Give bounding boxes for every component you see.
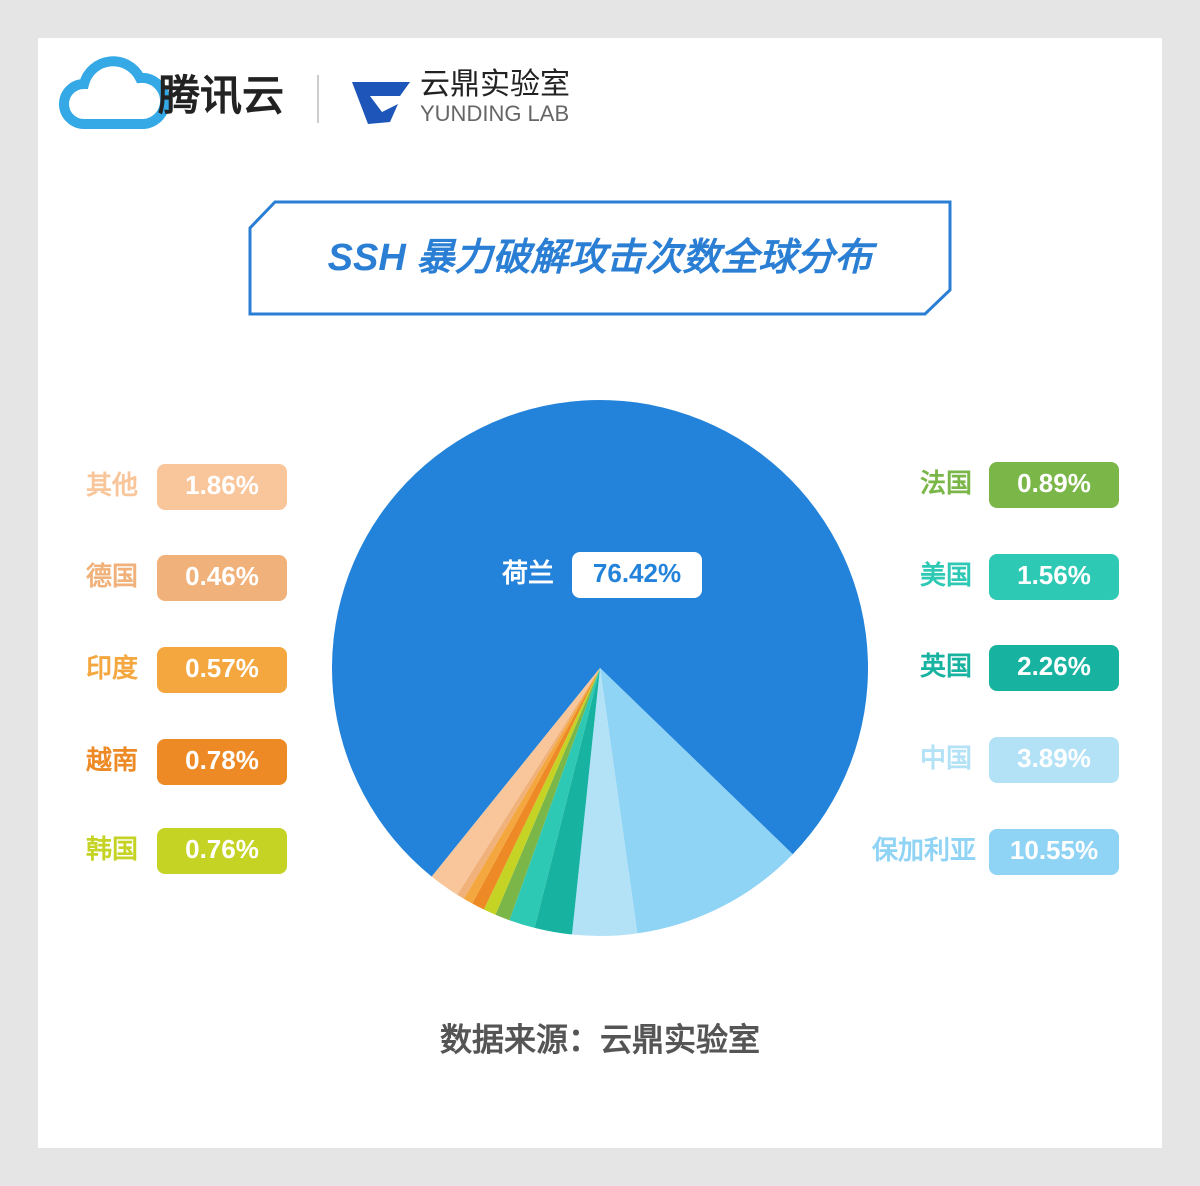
- title-frame: [248, 200, 952, 316]
- legend-label: 越南: [86, 745, 138, 775]
- value-label: 2.26%: [1017, 651, 1091, 681]
- value-label: 0.89%: [1017, 468, 1091, 498]
- legend-label: 法国: [920, 468, 972, 498]
- pie-slice: [472, 668, 600, 910]
- legend-label: 英国: [920, 651, 972, 681]
- value-pill: [572, 552, 702, 598]
- pie-slice: [600, 668, 793, 934]
- value-pill: [989, 645, 1119, 691]
- cloud-icon: [59, 56, 171, 129]
- pie-slice: [331, 399, 868, 877]
- legend-label: 中国: [920, 743, 972, 773]
- logo-cloud: [59, 56, 171, 129]
- pie-slice: [509, 668, 600, 928]
- source: 数据来源：云鼎实验室: [440, 1021, 760, 1057]
- value-pill: [157, 555, 287, 601]
- legend-label: 美国: [920, 560, 972, 590]
- value-label: 76.42%: [593, 558, 681, 588]
- value-label: 1.86%: [185, 470, 259, 500]
- value-pill: [989, 829, 1119, 875]
- lab-name-en: YUNDING LAB: [420, 101, 569, 126]
- value-pill: [989, 737, 1119, 783]
- legend-label: 印度: [86, 653, 138, 683]
- value-pill: [989, 462, 1119, 508]
- pie-slice: [572, 668, 638, 936]
- value-label: 0.78%: [185, 745, 259, 775]
- pie-slice: [483, 668, 600, 915]
- pie-slice: [463, 668, 600, 904]
- legend-label: 韩国: [86, 834, 138, 864]
- value-label: 0.46%: [185, 561, 259, 591]
- value-pill: [157, 828, 287, 874]
- value-label: 3.89%: [1017, 743, 1091, 773]
- brand: 腾讯云: [158, 72, 284, 119]
- value-pill: [989, 554, 1119, 600]
- pie-slice: [457, 668, 600, 899]
- value-label: 10.55%: [1010, 835, 1098, 865]
- pie-slice: [495, 668, 600, 921]
- chart-title: SSH 暴力破解攻击次数全球分布: [328, 236, 879, 279]
- legend-label: 其他: [86, 470, 138, 500]
- value-label: 0.57%: [185, 653, 259, 683]
- legend-label: 荷兰: [502, 558, 554, 588]
- lab-icon: [352, 82, 410, 124]
- value-pill: [157, 464, 287, 510]
- pie-slice: [534, 668, 600, 935]
- legend-label: 德国: [86, 561, 138, 591]
- value-pill: [157, 647, 287, 693]
- value-label: 0.76%: [185, 834, 259, 864]
- legend-label: 保加利亚: [871, 835, 976, 865]
- value-label: 1.56%: [1017, 560, 1091, 590]
- lab-name: 云鼎实验室: [420, 68, 570, 101]
- pie-slice: [431, 668, 600, 895]
- value-pill: [157, 739, 287, 785]
